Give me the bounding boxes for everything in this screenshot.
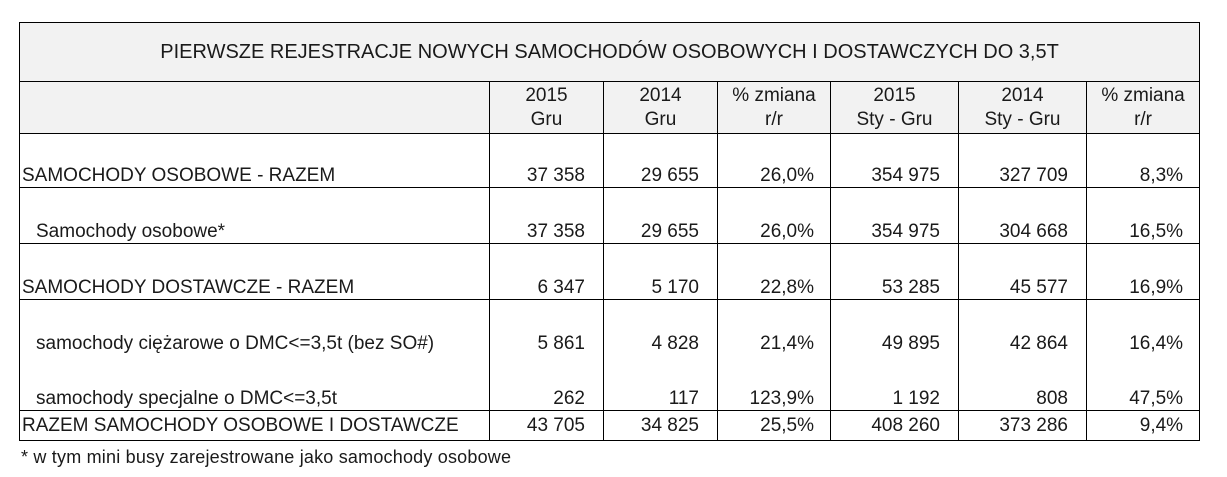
header-line2: r/r [765,108,783,130]
cell-value: 6 347 [489,266,604,300]
table-row-special: samochody specjalne o DMC<=3,5t 262 117 … [19,377,1201,411]
table-header-row: 2015 Gru 2014 Gru % zmiana r/r 2015 Sty - Gr… [19,81,1201,134]
row-label: RAZEM SAMOCHODY OSOBOWE I DOSTAWCZE [19,410,490,441]
cell-value: 53 285 [830,266,959,300]
cell-value: 45 577 [958,266,1087,300]
cell-value: 123,9% [717,377,831,411]
row-label: samochody ciężarowe o DMC<=3,5t (bez SO#… [19,322,490,355]
cell-value: 25,5% [717,410,831,441]
table-row-grand-total: RAZEM SAMOCHODY OSOBOWE I DOSTAWCZE 43 7… [19,410,1201,441]
row-label: SAMOCHODY OSOBOWE - RAZEM [19,154,490,188]
cell-value: 47,5% [1085,377,1201,411]
cell-value: 5 861 [489,322,604,355]
header-line2: Sty - Gru [856,108,933,130]
footnote: * w tym mini busy zarejestrowane jako sa… [21,447,512,467]
spacer-row [19,133,1201,154]
cell-value: 304 668 [958,210,1087,244]
cell-value: 4 828 [603,322,718,355]
cell-value: 373 286 [958,410,1087,441]
cell-value: 8,3% [1085,154,1201,188]
cell-value: 26,0% [717,210,831,244]
row-label: SAMOCHODY DOSTAWCZE - RAZEM [19,266,490,300]
cell-value: 262 [489,377,604,411]
header-2014-gru: 2014 Gru [603,81,718,134]
header-2015-year: 2015 Sty - Gru [830,81,959,134]
spacer-row [19,299,1201,322]
cell-value: 354 975 [830,154,959,188]
cell-value: 1 192 [830,377,959,411]
cell-value: 5 170 [603,266,718,300]
cell-value: 37 358 [489,210,604,244]
table-row-trucks: samochody ciężarowe o DMC<=3,5t (bez SO#… [19,322,1201,355]
table-row-passenger-total: SAMOCHODY OSOBOWE - RAZEM 37 358 29 655 … [19,154,1201,188]
cell-value: 16,5% [1085,210,1201,244]
cell-value: 808 [958,377,1087,411]
spacer-row [19,243,1201,266]
spacer-row [19,187,1201,210]
cell-value: 49 895 [830,322,959,355]
header-2014-year: 2014 Sty - Gru [958,81,1087,134]
registrations-table: PIERWSZE REJESTRACJE NOWYCH SAMOCHODÓW O… [18,22,1201,441]
cell-value: 29 655 [603,210,718,244]
cell-value: 354 975 [830,210,959,244]
cell-value: 16,4% [1085,322,1201,355]
row-label: samochody specjalne o DMC<=3,5t [19,377,490,411]
cell-value: 9,4% [1085,410,1201,441]
cell-value: 29 655 [603,154,718,188]
spacer-row [19,355,1201,377]
cell-value: 26,0% [717,154,831,188]
registrations-table-container: PIERWSZE REJESTRACJE NOWYCH SAMOCHODÓW O… [18,22,1201,441]
cell-value: 37 358 [489,154,604,188]
header-line2: r/r [1134,108,1152,130]
table-row-passenger: Samochody osobowe* 37 358 29 655 26,0% 3… [19,210,1201,244]
header-line1: 2014 [1001,84,1044,106]
row-label: Samochody osobowe* [19,210,490,244]
header-line1: % zmiana [1101,84,1185,106]
header-change-month: % zmiana r/r [717,81,831,134]
table-row-delivery-total: SAMOCHODY DOSTAWCZE - RAZEM 6 347 5 170 … [19,266,1201,300]
cell-value: 16,9% [1085,266,1201,300]
header-line1: 2015 [525,84,568,106]
cell-value: 42 864 [958,322,1087,355]
header-line1: 2014 [639,84,682,106]
cell-value: 22,8% [717,266,831,300]
header-line2: Gru [644,108,677,130]
table-title: PIERWSZE REJESTRACJE NOWYCH SAMOCHODÓW O… [18,22,1201,82]
header-line1: 2015 [873,84,916,106]
cell-value: 21,4% [717,322,831,355]
cell-value: 34 825 [603,410,718,441]
table-title-row: PIERWSZE REJESTRACJE NOWYCH SAMOCHODÓW O… [18,22,1201,82]
cell-value: 408 260 [830,410,959,441]
header-line1: % zmiana [732,84,816,106]
header-line2: Gru [530,108,563,130]
header-2015-gru: 2015 Gru [489,81,604,134]
header-label-cell [19,81,490,134]
header-line2: Sty - Gru [984,108,1061,130]
cell-value: 43 705 [489,410,604,441]
cell-value: 117 [603,377,718,411]
cell-value: 327 709 [958,154,1087,188]
header-change-year: % zmiana r/r [1085,81,1201,134]
